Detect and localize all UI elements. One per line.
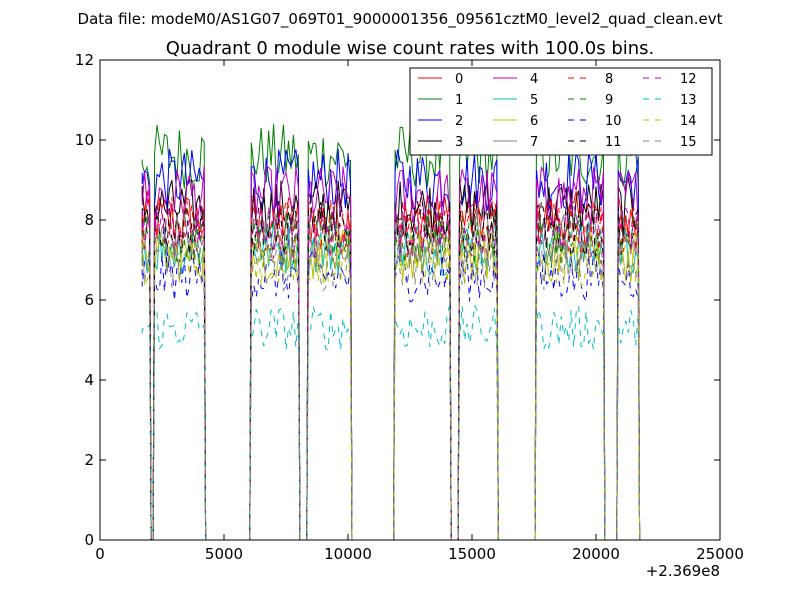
series-line-11 bbox=[141, 199, 641, 541]
y-tick-label: 8 bbox=[84, 211, 94, 229]
legend-label-11: 11 bbox=[605, 135, 622, 150]
y-tick-label: 6 bbox=[84, 291, 94, 309]
figure-suptitle: Data file: modeM0/AS1G07_069T01_90000013… bbox=[78, 10, 723, 29]
x-tick-label: 20000 bbox=[572, 545, 620, 563]
series-line-13 bbox=[141, 303, 641, 541]
legend-label-1: 1 bbox=[455, 93, 463, 108]
x-tick-label: 15000 bbox=[448, 545, 496, 563]
legend-frame bbox=[409, 67, 713, 156]
legend-label-10: 10 bbox=[605, 114, 622, 129]
legend-label-6: 6 bbox=[530, 114, 538, 129]
series-line-5 bbox=[141, 221, 641, 541]
legend-label-4: 4 bbox=[530, 72, 538, 87]
x-tick-label: 25000 bbox=[696, 545, 744, 563]
series-lines bbox=[141, 123, 641, 541]
series-line-4 bbox=[141, 165, 641, 541]
series-line-12 bbox=[141, 204, 641, 541]
legend-label-3: 3 bbox=[455, 135, 463, 150]
legend-label-8: 8 bbox=[605, 72, 613, 87]
x-tick-label: 10000 bbox=[324, 545, 372, 563]
series-line-14 bbox=[141, 232, 641, 541]
x-offset-label: +2.369e8 bbox=[646, 562, 720, 580]
x-tick-label: 0 bbox=[95, 545, 105, 563]
series-line-8 bbox=[141, 196, 641, 541]
legend-label-12: 12 bbox=[680, 72, 697, 87]
y-tick-label: 2 bbox=[84, 451, 94, 469]
x-tick-label: 5000 bbox=[205, 545, 243, 563]
legend-label-2: 2 bbox=[455, 114, 463, 129]
legend-label-7: 7 bbox=[530, 135, 538, 150]
legend-label-14: 14 bbox=[680, 114, 697, 129]
chart-title: Quadrant 0 module wise count rates with … bbox=[166, 38, 655, 59]
y-tick-label: 12 bbox=[75, 51, 94, 69]
series-line-2 bbox=[141, 148, 641, 541]
legend-label-5: 5 bbox=[530, 93, 538, 108]
series-line-9 bbox=[141, 211, 641, 541]
legend-label-13: 13 bbox=[680, 93, 697, 108]
legend-label-0: 0 bbox=[455, 72, 463, 87]
legend-label-9: 9 bbox=[605, 93, 613, 108]
y-tick-label: 10 bbox=[75, 131, 94, 149]
legend-label-15: 15 bbox=[680, 135, 697, 150]
y-tick-label: 0 bbox=[84, 531, 94, 549]
y-tick-label: 4 bbox=[84, 371, 94, 389]
